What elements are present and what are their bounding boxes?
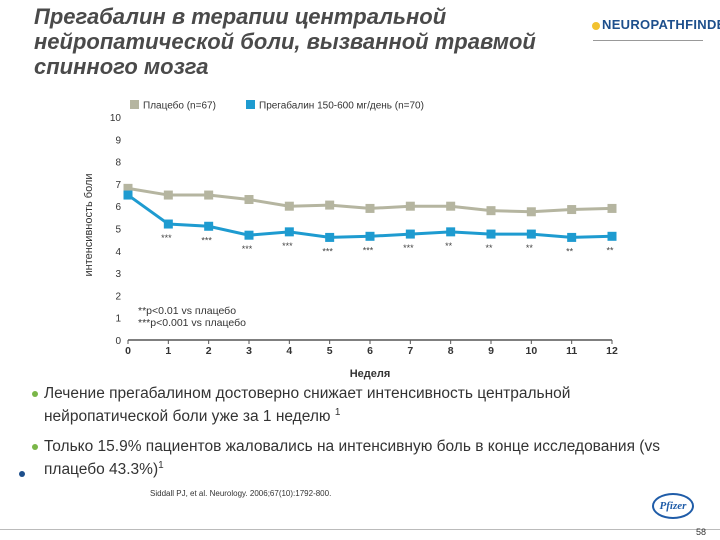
series-2-point [607, 231, 617, 241]
bullet-1-sup: 1 [334, 407, 341, 418]
y-tick-label: 7 [115, 180, 121, 191]
y-tick-label: 10 [110, 113, 122, 124]
significance-mark: *** [322, 246, 333, 256]
x-tick-label: 2 [206, 345, 212, 357]
y-tick-label: 5 [115, 225, 121, 236]
y-tick-label: 2 [115, 291, 121, 302]
logo-mark-icon [592, 21, 600, 30]
reference: Siddall PJ, et al. Neurology. 2006;67(10… [150, 489, 332, 498]
series-2-point [244, 230, 254, 240]
significance-mark: ** [445, 241, 453, 251]
logo-divider [593, 40, 703, 41]
significance-mark: ** [485, 243, 493, 253]
series-1-point [405, 201, 415, 211]
series-1-point [244, 195, 254, 205]
significance-mark: *** [242, 244, 253, 254]
x-tick-label: 6 [367, 345, 373, 357]
significance-mark: *** [201, 235, 212, 245]
bullet-2: Только 15.9% пациентов жаловались на инт… [32, 437, 682, 479]
chart-legend: Плацебо (n=67) Прегабалин 150-600 мг/день… [130, 100, 424, 112]
x-tick-label: 1 [165, 345, 171, 357]
y-tick-label: 8 [115, 158, 121, 169]
series-2-point [325, 232, 335, 242]
series-2-point [446, 227, 456, 237]
series-2-point [163, 219, 173, 229]
legend-swatch [130, 100, 139, 109]
significance-note: **p<0.01 vs плацебо [138, 305, 236, 317]
y-tick-label: 9 [115, 135, 121, 146]
pain-intensity-chart: Плацебо (n=67) Прегабалин 150-600 мг/день… [83, 100, 618, 381]
chart-series [123, 183, 617, 242]
x-tick-label: 10 [525, 345, 537, 357]
significance-mark: *** [282, 241, 293, 251]
series-1-point [567, 205, 577, 215]
series-2-point [365, 231, 375, 241]
decorative-dot [19, 471, 25, 477]
x-axis-label: Неделя [350, 368, 391, 380]
significance-note: ***p<0.001 vs плацебо [138, 317, 246, 329]
series-1-point [486, 206, 496, 216]
series-2-point [204, 221, 214, 231]
series-1-point [163, 190, 173, 200]
x-tick-label: 9 [488, 345, 494, 357]
x-tick-label: 8 [448, 345, 454, 357]
pfizer-logo: Pfizer [652, 493, 694, 519]
page-number: 58 [695, 527, 706, 537]
x-tick-label: 4 [286, 345, 292, 357]
legend-label: Прегабалин 150-600 мг/день (n=70) [259, 100, 424, 112]
y-axis-ticks: 0 1 2 3 4 5 6 7 8 9 10 [110, 113, 122, 347]
series-1-point [204, 190, 214, 200]
series-2-point [486, 229, 496, 239]
x-tick-label: 3 [246, 345, 252, 357]
series-1-point [284, 201, 294, 211]
bullet-2-sup: 1 [158, 460, 164, 471]
series-1-point [526, 207, 536, 217]
series-2-point [567, 232, 577, 242]
slide-title: Прегабалин в терапии центральной нейропа… [34, 4, 536, 79]
series-2-point [284, 227, 294, 237]
series-line-2 [127, 193, 613, 239]
y-tick-label: 0 [115, 336, 121, 347]
y-axis-label: интенсивность боли [83, 173, 95, 276]
y-tick-label: 4 [115, 247, 121, 258]
series-2-point [526, 229, 536, 239]
y-tick-label: 6 [115, 202, 121, 213]
x-tick-label: 12 [606, 345, 618, 357]
neuropathfinder-logo: NEUROPATHFINDER [592, 17, 720, 43]
y-tick-label: 3 [115, 269, 121, 280]
significance-mark: *** [363, 245, 374, 255]
x-tick-label: 0 [125, 345, 131, 357]
series-1-point [365, 203, 375, 213]
series-1-point [325, 200, 335, 210]
significance-mark: *** [161, 233, 172, 243]
series-1-point [123, 183, 133, 193]
bottom-divider [0, 529, 720, 530]
significance-annotations: *** ****** ****** *** *** ** ** ** ** ** [161, 233, 614, 256]
legend-label: Плацебо (n=67) [143, 100, 216, 112]
x-tick-label: 7 [407, 345, 413, 357]
significance-mark: ** [566, 246, 574, 256]
legend-swatch [246, 100, 255, 109]
x-tick-label: 11 [566, 345, 577, 357]
y-tick-label: 1 [115, 314, 121, 325]
x-axis-ticks: 0 1 2 3 4 5 6 7 8 9 10 11 12 [125, 340, 618, 357]
series-2-point [123, 190, 133, 200]
series-1-point [446, 201, 456, 211]
bullet-1-text: Лечение прегабалином достоверно снижает … [44, 385, 571, 426]
series-1-point [607, 203, 617, 213]
x-tick-label: 5 [327, 345, 333, 357]
significance-notes: **p<0.01 vs плацебо***p<0.001 vs плацебо [138, 305, 246, 329]
significance-mark: *** [403, 243, 414, 253]
series-2-point [405, 229, 415, 239]
significance-mark: ** [606, 245, 614, 255]
logo-text: NEUROPATHFINDER [602, 17, 720, 32]
significance-mark: ** [526, 243, 534, 253]
bullet-1: Лечение прегабалином достоверно снижает … [32, 384, 682, 426]
bullet-2-text: Только 15.9% пациентов жаловались на инт… [44, 438, 660, 479]
